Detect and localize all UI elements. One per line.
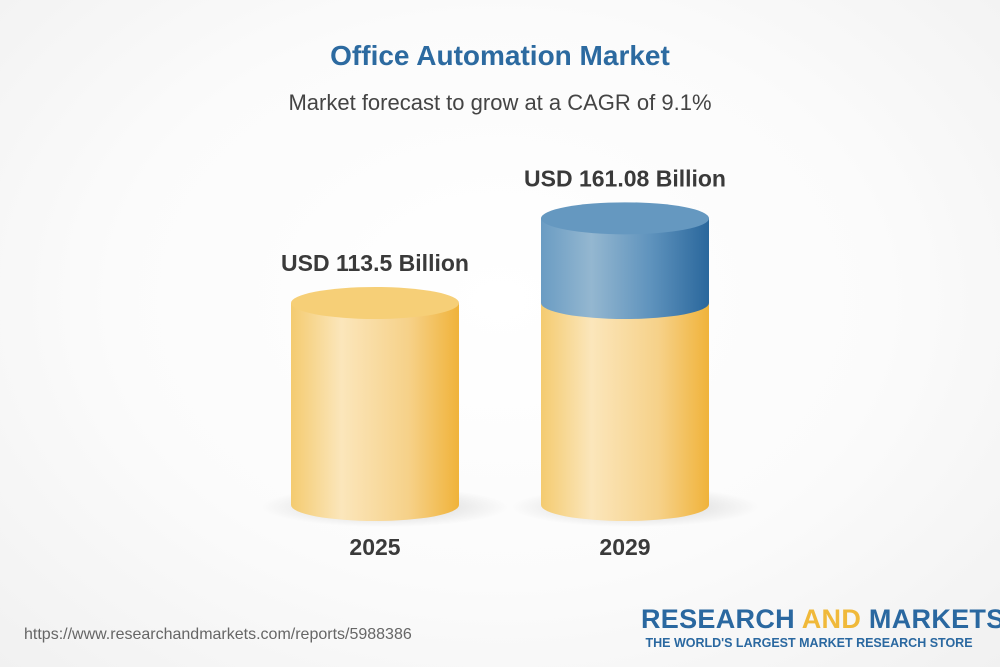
logo-text: RESEARCH	[641, 604, 802, 634]
logo-tagline: THE WORLD'S LARGEST MARKET RESEARCH STOR…	[645, 636, 973, 650]
data-label-2025: USD 113.5 Billion	[281, 250, 469, 276]
data-label-2029: USD 161.08 Billion	[524, 165, 726, 191]
bar-base-2029	[541, 303, 709, 521]
bar-top-2025	[291, 287, 459, 319]
logo-text-markets: MARKETS	[861, 604, 1000, 634]
bar-top-2029	[541, 202, 709, 235]
category-label-2029: 2029	[599, 534, 650, 560]
logo-text-and: AND	[801, 604, 862, 634]
chart-title: Office Automation Market	[330, 40, 670, 71]
bar-base-2025	[291, 303, 459, 521]
bar-growth-2029	[541, 218, 709, 319]
category-label-2025: 2025	[349, 534, 400, 560]
research-and-markets-logo: RESEARCH AND MARKETS THE WORLD'S LARGEST…	[641, 604, 1000, 650]
source-url[interactable]: https://www.researchandmarkets.com/repor…	[24, 626, 412, 643]
chart-subtitle: Market forecast to grow at a CAGR of 9.1…	[288, 90, 712, 115]
